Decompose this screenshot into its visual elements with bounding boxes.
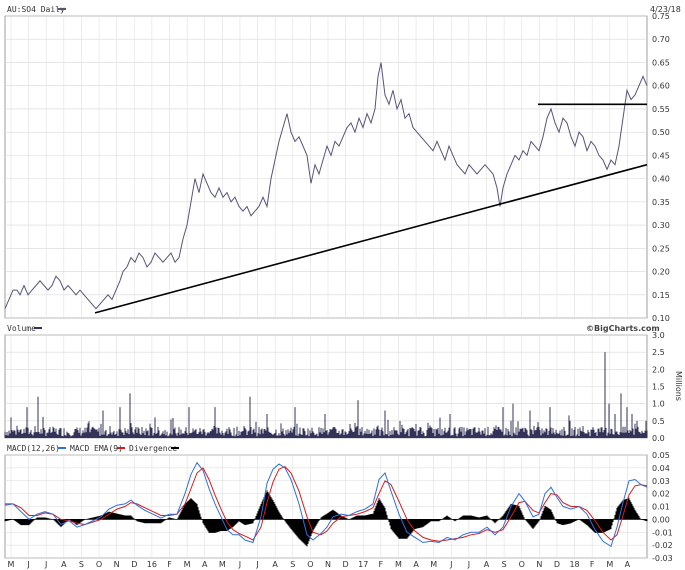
x-axis-tick-label: S: [79, 560, 84, 569]
price-y-tick-label: 0.55: [652, 105, 670, 114]
divergence-legend-label: Divergence: [129, 444, 177, 453]
x-axis-tick-label: M: [430, 560, 437, 569]
price-y-tick-label: 0.65: [652, 58, 670, 67]
x-axis-tick-label: M: [219, 560, 226, 569]
price-series-line: [4, 62, 648, 310]
volume-vertical-gridlines: [10, 335, 628, 438]
x-axis-tick-label: F: [379, 560, 384, 569]
macd-y-tick-labels: 0.05 0.04 0.03 0.02 0.01 0.00 -0.01 -0.02 -0.03: [652, 451, 673, 563]
price-y-tick-labels: 0.75 0.70 0.65 0.60 0.55 0.50 0.45 0.40 0.35 0.30…: [652, 12, 670, 323]
volume-y-tick-label: 2.5: [652, 348, 665, 357]
price-panel: 0.75 0.70 0.65 0.60 0.55 0.50 0.45 0.40 0.35 0.30…: [4, 5, 681, 323]
price-y-tick-label: 0.40: [652, 175, 670, 184]
x-axis-tick-label: M: [606, 560, 613, 569]
x-axis-tick-label: A: [272, 560, 278, 569]
trendline: [94, 163, 648, 314]
x-axis-tick-labels: M J J A S O N D 16 F M A M J J A S O N D 17 F M A M J J A S O N D 18 F M A: [8, 560, 631, 569]
x-axis-tick-label: J: [44, 560, 47, 569]
volume-bars: [4, 352, 648, 438]
price-y-tick-label: 0.70: [652, 35, 670, 44]
macd-ema-legend-label: MACD: [70, 444, 89, 453]
x-axis-tick-label: A: [413, 560, 419, 569]
volume-y-tick-label: 2.0: [652, 365, 665, 374]
price-y-tick-label: 0.45: [652, 151, 670, 160]
x-axis-tick-label: D: [554, 560, 560, 569]
volume-y-tick-label: 3.0: [652, 331, 665, 340]
volume-unit-label: Millions: [674, 371, 683, 401]
macd-y-tick-label: 0.04: [652, 464, 670, 473]
x-axis-tick-label: M: [184, 560, 191, 569]
x-axis-tick-label: J: [255, 560, 258, 569]
price-title: AU:SO4 Daily: [7, 5, 65, 14]
volume-y-tick-label: 1.5: [652, 383, 665, 392]
price-vertical-gridlines: [10, 16, 628, 318]
volume-y-tick-label: 0.5: [652, 417, 665, 426]
macd-ema-line: [5, 466, 648, 542]
price-y-tick-label: 0.10: [652, 314, 670, 323]
x-axis-tick-label: 18: [569, 560, 579, 569]
price-gridlines: [5, 15, 647, 319]
macd-panel: 0.050.040.030.020.010.00-0.01-0.02-0.03 …: [4, 444, 673, 563]
macd-y-tick-label: -0.03: [652, 554, 673, 563]
macd-y-tick-label: 0.03: [652, 477, 670, 486]
price-panel-frame: [4, 15, 648, 319]
price-y-tick-label: 0.60: [652, 82, 670, 91]
x-axis-tick-label: O: [96, 560, 102, 569]
x-axis-tick-label: N: [536, 560, 542, 569]
volume-y-tick-label: 1.0: [652, 400, 665, 409]
macd-y-tick-label: 0.01: [652, 503, 670, 512]
volume-title: Volume: [7, 324, 36, 333]
x-axis-tick-label: M: [395, 560, 402, 569]
price-y-tick-label: 0.15: [652, 291, 670, 300]
x-axis-tick-label: O: [519, 560, 525, 569]
macd-y-tick-label: 0.05: [652, 451, 670, 460]
price-y-tick-label: 0.25: [652, 244, 670, 253]
price-y-tick-label: 0.20: [652, 268, 670, 277]
volume-y-tick-label: 0.0: [652, 434, 665, 443]
x-axis-tick-label: 17: [358, 560, 368, 569]
x-axis-tick-label: S: [290, 560, 295, 569]
x-axis-tick-label: D: [343, 560, 349, 569]
x-axis-tick-label: O: [307, 560, 313, 569]
brand-label: ©BigCharts.com: [586, 324, 660, 333]
x-axis-tick-label: F: [167, 560, 172, 569]
x-axis-tick-label: A: [484, 560, 490, 569]
macd-title: MACD(12,26): [7, 444, 60, 453]
x-axis-tick-label: N: [114, 560, 120, 569]
x-axis-tick-label: J: [26, 560, 29, 569]
x-axis-tick-label: A: [202, 560, 208, 569]
x-axis-tick-label: S: [502, 560, 507, 569]
price-y-tick-label: 0.35: [652, 198, 670, 207]
price-y-tick-label: 0.75: [652, 12, 670, 21]
price-y-tick-label: 0.30: [652, 221, 670, 230]
x-axis-tick-label: D: [131, 560, 137, 569]
price-y-tick-label: 0.50: [652, 128, 670, 137]
x-axis-tick-label: J: [238, 560, 241, 569]
x-axis-tick-label: J: [467, 560, 470, 569]
macd-y-tick-label: -0.01: [652, 528, 673, 537]
macd-y-tick-label: -0.02: [652, 541, 673, 550]
x-axis-tick-label: F: [590, 560, 595, 569]
x-axis-tick-label: N: [325, 560, 331, 569]
volume-y-tick-labels: 3.0 2.5 2.0 1.5 1.0 0.5 0.0: [652, 331, 665, 443]
macd-line: [4, 461, 648, 548]
volume-panel: 3.0 2.5 2.0 1.5 1.0 0.5 0.0 Volume ©BigCharts.…: [4, 324, 683, 443]
x-axis-tick-label: M: [8, 560, 15, 569]
macd-legend: MACD(12,26) MACD EMA(9) Divergence: [7, 444, 179, 453]
macd-y-tick-label: 0.00: [652, 515, 670, 524]
x-axis-tick-label: A: [61, 560, 67, 569]
chart-date: 4/23/18: [650, 5, 681, 14]
x-axis-tick-label: 16: [147, 560, 157, 569]
macd-y-tick-label: 0.02: [652, 490, 670, 499]
x-axis-tick-label: A: [625, 560, 631, 569]
macd-ema-legend-suffix: EMA(9): [94, 444, 123, 453]
x-axis-tick-label: J: [449, 560, 452, 569]
